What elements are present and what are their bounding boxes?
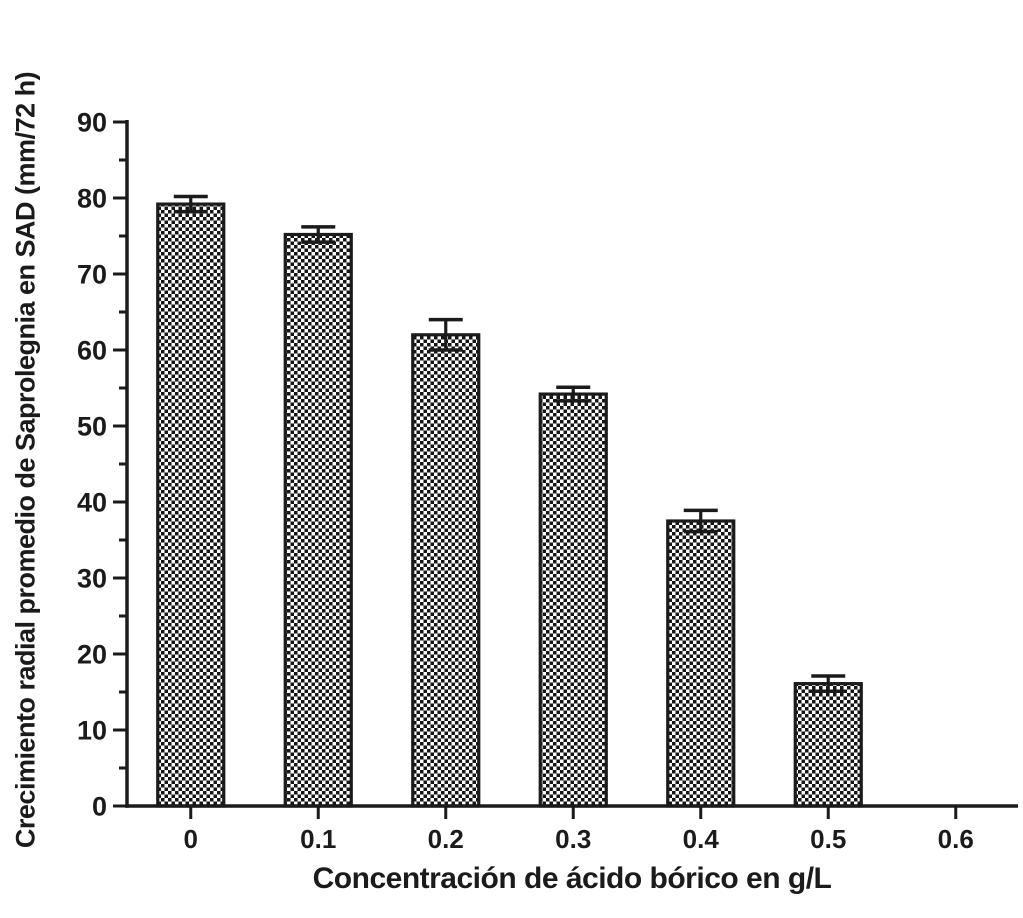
y-tick-label-20: 20 xyxy=(77,640,107,670)
x-tick-label-0.4: 0.4 xyxy=(683,824,720,854)
y-tick-label-70: 70 xyxy=(77,260,107,290)
bar-0.2 xyxy=(411,333,481,808)
y-tick-label-60: 60 xyxy=(77,336,107,366)
bar-0.1 xyxy=(283,232,353,808)
y-tick-label-10: 10 xyxy=(77,716,107,746)
x-tick-label-0.6: 0.6 xyxy=(938,824,974,854)
bar-0 xyxy=(156,202,226,808)
x-tick-label-0.1: 0.1 xyxy=(300,824,336,854)
bar-0.3 xyxy=(538,392,608,808)
y-tick-label-40: 40 xyxy=(77,488,107,518)
x-tick-label-0.5: 0.5 xyxy=(810,824,846,854)
x-tick-label-0.3: 0.3 xyxy=(555,824,591,854)
x-tick-label-0.2: 0.2 xyxy=(428,824,464,854)
y-tick-label-50: 50 xyxy=(77,412,107,442)
x-axis-title: Concentración de ácido bórico en g/L xyxy=(312,862,832,895)
y-tick-label-80: 80 xyxy=(77,184,107,214)
x-tick-label-0: 0 xyxy=(184,824,198,854)
y-tick-label-30: 30 xyxy=(77,564,107,594)
y-tick-label-90: 90 xyxy=(77,108,107,138)
bar-0.4 xyxy=(666,519,736,808)
y-axis-title: Crecimiento radial promedio de Saprolegn… xyxy=(10,71,41,849)
y-tick-label-0: 0 xyxy=(92,792,107,822)
bar-0.5 xyxy=(793,682,863,808)
